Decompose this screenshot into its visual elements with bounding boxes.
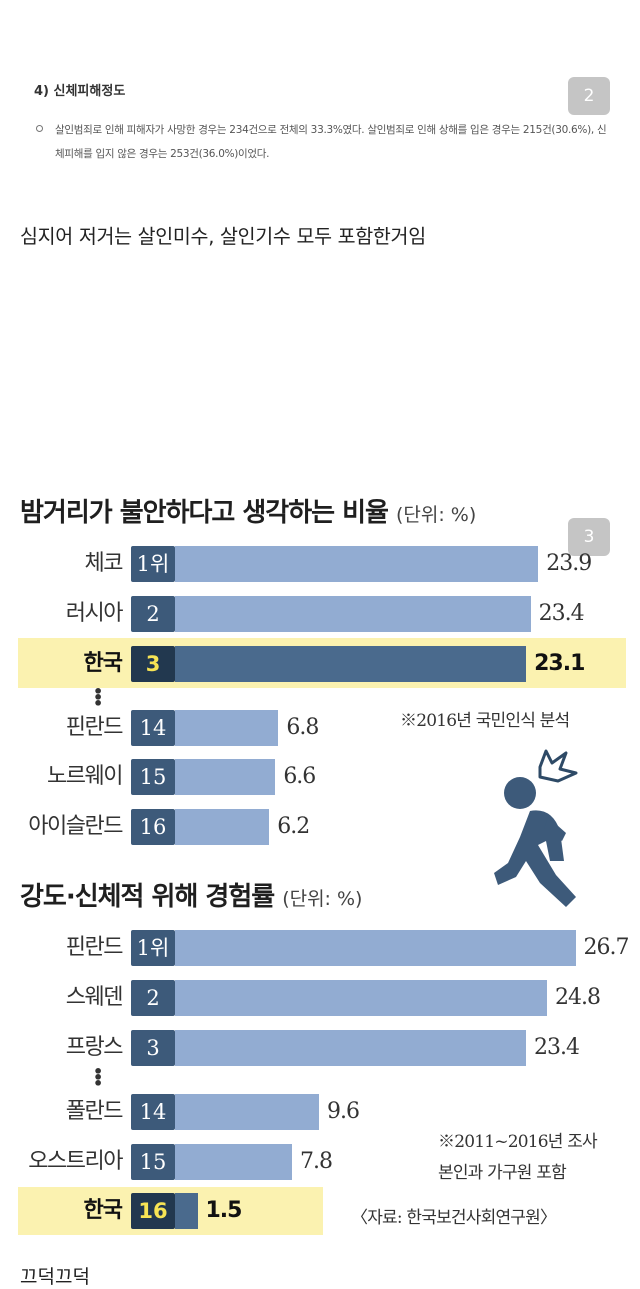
chart2-country-label: 스웨덴 [65,985,124,1010]
chart2-bar [175,1030,526,1066]
chart1-value-label: 23.1 [534,651,585,676]
chart1-rank-badge: 1위 [131,546,175,582]
chart2-bar [175,1094,319,1130]
bottom-text: 끄덕끄덕 [20,1266,90,1288]
chart2-country-label: 오스트리아 [28,1149,123,1174]
image-index-badge: 2 [568,77,610,115]
chart1-ellipsis: • • • [93,682,104,713]
document-paragraph: 살인범죄로 인해 피해자가 사망한 경우는 234건으로 전체의 33.3%였다… [55,124,607,160]
chart2-country-label: 핀란드 [65,935,124,960]
chart2-bar [175,1144,292,1180]
chart2-ellipsis: • • • [93,1062,104,1093]
chart2-rank-badge: 1위 [131,930,175,966]
chart1-value-label: 6.2 [277,814,310,839]
chart2-rank-badge: 14 [131,1094,175,1130]
chart2-rank-badge: 3 [131,1030,175,1066]
chart2-rank-badge: 15 [131,1144,175,1180]
chart1-country-label: 체코 [84,551,124,576]
chart1-country-label: 핀란드 [65,715,124,740]
chart1-rank-badge: 2 [131,596,175,632]
image-index-badge: 3 [568,518,610,556]
chart1-rank-badge: 3 [131,646,175,682]
chart1-country-label: 아이슬란드 [28,814,123,839]
chart2-country-label: 한국 [83,1198,123,1223]
chart1-bar [175,596,531,632]
chart2-country-label: 프랑스 [65,1035,124,1060]
chart1-bar [175,646,527,682]
chart2-note: ※2011~2016년 조사 [438,1132,598,1152]
chart2-value-label: 1.5 [205,1198,243,1223]
chart2-country-label: 폴란드 [65,1099,124,1124]
frightened-runner-icon [494,749,578,907]
chart1-value-label: 6.6 [283,764,316,789]
chart2-bar [175,1193,198,1229]
chart1-country-label: 한국 [83,651,123,676]
chart1-value-label: 6.8 [286,715,319,740]
chart1-country-label: 노르웨이 [47,764,123,789]
chart2-bar [175,930,576,966]
chart2-value-label: 23.4 [534,1035,580,1060]
document-excerpt: 4) 신체피해정도 살인범죄로 인해 피해자가 사망한 경우는 234건으로 전… [0,0,640,200]
chart2-note: 본인과 가구원 포함 [438,1163,567,1183]
chart1-bar [175,759,276,795]
chart1-rank-badge: 15 [131,759,175,795]
chart1-title: 밤거리가 불안하다고 생각하는 비율 (단위: %) [20,498,477,528]
chart1-bar [175,546,539,582]
chart2-bar [175,980,547,1016]
chart2-value-label: 7.8 [300,1149,333,1174]
chart1-bar [175,710,279,746]
chart1-country-label: 러시아 [65,601,124,626]
chart2-rank-badge: 16 [131,1193,175,1229]
chart1-value-label: 23.9 [546,551,592,576]
bullet-icon [36,125,43,132]
chart1-value-label: 23.4 [538,601,585,626]
chart1-note: ※2016년 국민인식 분석 [400,711,570,731]
chart2-unit: (단위: %) [282,888,363,910]
chart2-value-label: 24.8 [555,985,601,1010]
chart1-rank-badge: 16 [131,809,175,845]
chart1-unit: (단위: %) [395,504,477,526]
chart2-source: 〈자료: 한국보건사회연구원〉 [351,1208,557,1228]
chart1-rank-badge: 14 [131,710,175,746]
comment-text: 심지어 저거는 살인미수, 살인기수 모두 포함한거임 [20,225,426,248]
chart2-title: 강도·신체적 위해 경험률 (단위: %) [20,882,363,912]
chart2-value-label: 26.7 [583,935,630,960]
chart2-value-label: 9.6 [327,1099,360,1124]
document-heading: 4) 신체피해정도 [34,84,126,99]
chart1-bar [175,809,270,845]
chart2-rank-badge: 2 [131,980,175,1016]
